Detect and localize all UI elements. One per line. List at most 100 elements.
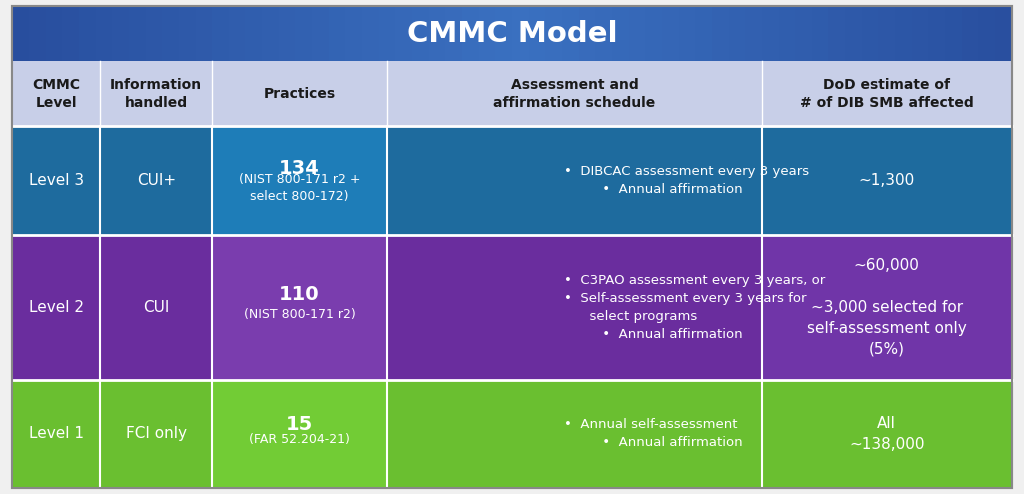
Bar <box>745 6 763 61</box>
Text: Assessment and
affirmation schedule: Assessment and affirmation schedule <box>494 78 655 110</box>
Bar <box>496 6 513 61</box>
Text: •  C3PAO assessment every 3 years, or
•  Self-assessment every 3 years for
     : • C3PAO assessment every 3 years, or • S… <box>564 274 825 341</box>
Bar <box>828 6 846 61</box>
Bar <box>129 6 146 61</box>
Bar <box>29 6 47 61</box>
Bar <box>12 379 100 488</box>
Text: Practices: Practices <box>263 87 336 101</box>
Bar <box>179 6 197 61</box>
Bar <box>679 6 696 61</box>
Text: Level 3: Level 3 <box>29 173 84 188</box>
Bar <box>595 6 613 61</box>
Text: Level 2: Level 2 <box>29 300 84 315</box>
Bar <box>845 6 863 61</box>
Bar <box>762 6 779 61</box>
Bar <box>162 6 180 61</box>
Bar <box>445 6 463 61</box>
Text: Level 1: Level 1 <box>29 426 84 441</box>
Bar <box>228 6 247 61</box>
Bar <box>895 6 912 61</box>
Bar <box>100 126 212 235</box>
Bar <box>345 6 364 61</box>
Bar <box>762 235 1012 379</box>
Text: DoD estimate of
# of DIB SMB affected: DoD estimate of # of DIB SMB affected <box>800 78 974 110</box>
Bar <box>246 6 263 61</box>
Text: FCI only: FCI only <box>126 426 186 441</box>
Bar <box>12 6 1012 61</box>
Bar <box>528 6 547 61</box>
Bar <box>212 379 387 488</box>
Bar <box>662 6 680 61</box>
Bar <box>462 6 479 61</box>
Bar <box>46 6 63 61</box>
Bar <box>212 235 387 379</box>
Bar <box>579 6 596 61</box>
Bar <box>862 6 880 61</box>
Text: (NIST 800-171 r2 +
select 800-172): (NIST 800-171 r2 + select 800-172) <box>239 173 360 203</box>
Bar <box>212 6 229 61</box>
Text: •  Annual self-assessment
         •  Annual affirmation: • Annual self-assessment • Annual affirm… <box>564 418 742 450</box>
Bar <box>478 6 497 61</box>
Bar <box>12 126 100 235</box>
Bar <box>395 6 413 61</box>
Text: ~60,000

~3,000 selected for
self-assessment only
(5%): ~60,000 ~3,000 selected for self-assessm… <box>807 258 967 357</box>
Bar <box>796 6 813 61</box>
Bar <box>95 6 114 61</box>
Bar <box>945 6 963 61</box>
Text: All
~138,000: All ~138,000 <box>849 416 925 452</box>
Text: ~1,300: ~1,300 <box>859 173 914 188</box>
Bar <box>12 6 30 61</box>
Bar <box>728 6 746 61</box>
Bar <box>387 379 762 488</box>
Bar <box>79 6 96 61</box>
Bar <box>329 6 346 61</box>
Text: 110: 110 <box>280 286 319 304</box>
Bar <box>629 6 646 61</box>
Bar <box>262 6 280 61</box>
Bar <box>812 6 829 61</box>
Bar <box>12 61 1012 126</box>
Text: CUI+: CUI+ <box>136 173 176 188</box>
Bar <box>695 6 713 61</box>
Bar <box>412 6 430 61</box>
Bar <box>429 6 446 61</box>
Bar <box>196 6 213 61</box>
Bar <box>546 6 563 61</box>
Bar <box>362 6 380 61</box>
Bar <box>62 6 80 61</box>
Text: 134: 134 <box>280 159 319 178</box>
Text: •  DIBCAC assessment every 3 years
         •  Annual affirmation: • DIBCAC assessment every 3 years • Annu… <box>564 165 809 196</box>
Bar <box>778 6 797 61</box>
Text: (FAR 52.204-21): (FAR 52.204-21) <box>249 433 350 446</box>
Bar <box>762 379 1012 488</box>
Bar <box>911 6 930 61</box>
Bar <box>212 126 387 235</box>
Bar <box>113 6 130 61</box>
Bar <box>296 6 313 61</box>
Bar <box>929 6 946 61</box>
Bar <box>712 6 729 61</box>
Bar <box>100 379 212 488</box>
Bar <box>562 6 580 61</box>
Bar <box>387 126 762 235</box>
Text: (NIST 800-171 r2): (NIST 800-171 r2) <box>244 308 355 321</box>
Bar <box>145 6 163 61</box>
Bar <box>995 6 1013 61</box>
Bar <box>379 6 396 61</box>
Bar <box>645 6 663 61</box>
Bar <box>387 235 762 379</box>
Text: CUI: CUI <box>143 300 169 315</box>
Bar <box>100 235 212 379</box>
Bar <box>312 6 330 61</box>
Bar <box>512 6 529 61</box>
Text: 15: 15 <box>286 415 313 434</box>
Bar <box>279 6 297 61</box>
Bar <box>978 6 996 61</box>
Bar <box>762 126 1012 235</box>
Text: CMMC
Level: CMMC Level <box>33 78 80 110</box>
Bar <box>612 6 630 61</box>
Bar <box>879 6 896 61</box>
Text: CMMC Model: CMMC Model <box>407 20 617 47</box>
Bar <box>962 6 979 61</box>
Bar <box>12 235 100 379</box>
